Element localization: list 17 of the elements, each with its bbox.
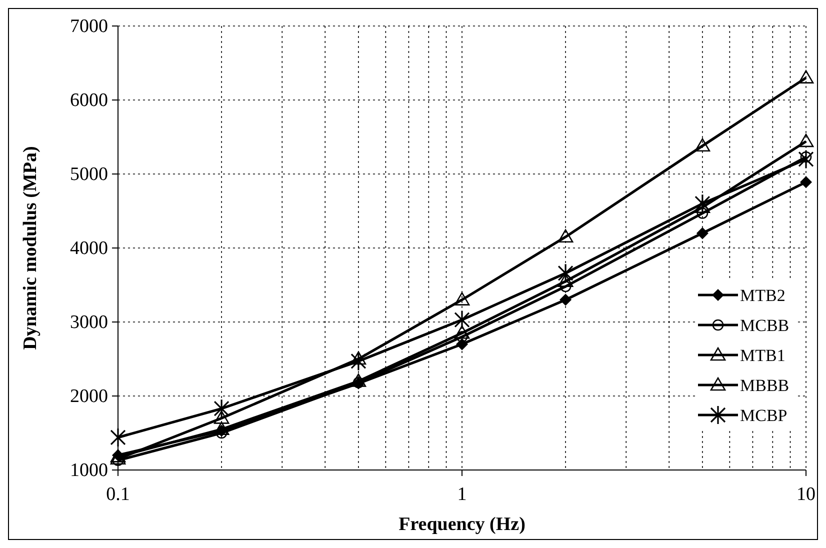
legend-label: MCBP <box>740 406 788 425</box>
legend-label: MTB2 <box>740 286 786 305</box>
x-tick-label: 1 <box>457 484 467 505</box>
legend-label: MTB1 <box>740 346 786 365</box>
y-tick-label: 4000 <box>70 238 108 259</box>
x-tick-label: 10 <box>796 484 816 505</box>
legend-label: MBBB <box>740 376 790 395</box>
y-tick-label: 2000 <box>70 386 108 407</box>
x-axis-title: Frequency (Hz) <box>398 514 526 535</box>
y-tick-label: 1000 <box>70 460 108 481</box>
y-tick-label: 5000 <box>70 164 108 185</box>
x-tick-label: 0.1 <box>106 484 130 505</box>
y-tick-label: 3000 <box>70 312 108 333</box>
y-tick-label: 6000 <box>70 90 108 111</box>
legend-label: MCBB <box>740 316 790 335</box>
y-tick-label: 7000 <box>70 16 108 37</box>
y-axis-title: Dynamic modulus (MPa) <box>20 146 41 350</box>
